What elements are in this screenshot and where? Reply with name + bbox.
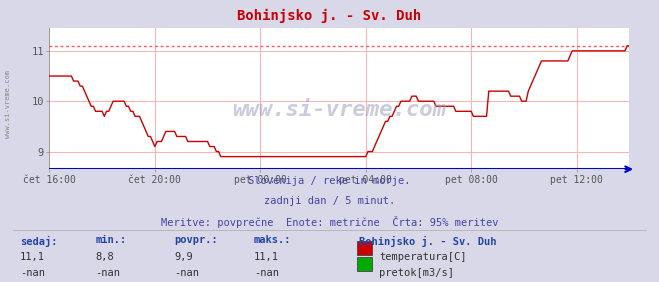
Text: -nan: -nan [20,268,45,278]
Text: temperatura[C]: temperatura[C] [379,252,467,262]
Text: maks.:: maks.: [254,235,291,245]
Text: povpr.:: povpr.: [175,235,218,245]
Text: Bohinjsko j. - Sv. Duh: Bohinjsko j. - Sv. Duh [359,235,497,246]
Text: 11,1: 11,1 [254,252,279,262]
Text: -nan: -nan [96,268,121,278]
Text: 9,9: 9,9 [175,252,193,262]
Text: pretok[m3/s]: pretok[m3/s] [379,268,454,278]
Text: zadnji dan / 5 minut.: zadnji dan / 5 minut. [264,196,395,206]
Text: 8,8: 8,8 [96,252,114,262]
Text: sedaj:: sedaj: [20,235,57,246]
Text: www.si-vreme.com: www.si-vreme.com [5,70,11,138]
Text: Bohinjsko j. - Sv. Duh: Bohinjsko j. - Sv. Duh [237,8,422,23]
Text: Meritve: povprečne  Enote: metrične  Črta: 95% meritev: Meritve: povprečne Enote: metrične Črta:… [161,216,498,228]
Text: Slovenija / reke in morje.: Slovenija / reke in morje. [248,176,411,186]
Text: www.si-vreme.com: www.si-vreme.com [233,100,446,120]
Text: 11,1: 11,1 [20,252,45,262]
Text: min.:: min.: [96,235,127,245]
Text: -nan: -nan [175,268,200,278]
Text: -nan: -nan [254,268,279,278]
